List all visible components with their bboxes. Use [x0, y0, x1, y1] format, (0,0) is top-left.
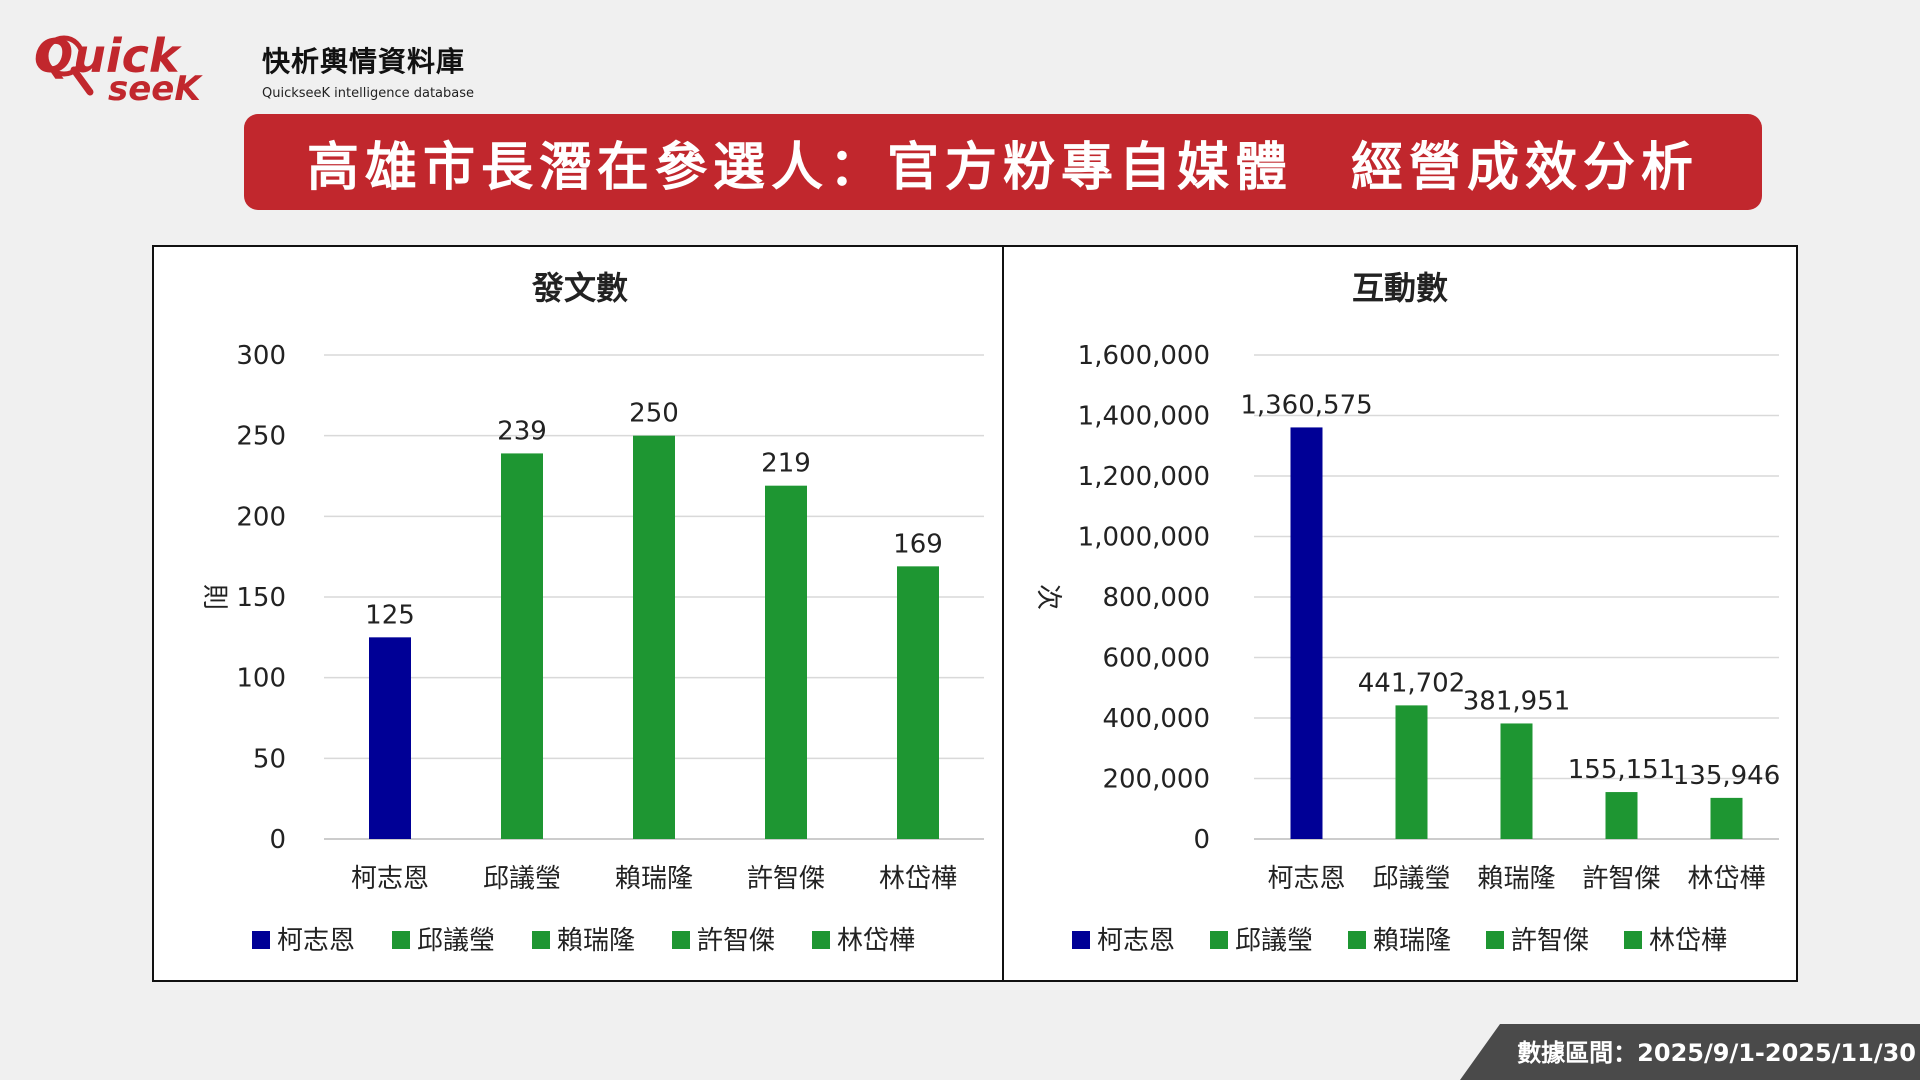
- y-tick-label: 50: [253, 744, 286, 774]
- legend-swatch: [672, 931, 690, 949]
- legend-label: 林岱樺: [837, 926, 915, 956]
- y-tick-label: 600,000: [1102, 644, 1210, 674]
- y-tick-label: 250: [236, 422, 286, 452]
- legend-label: 林岱樺: [1649, 926, 1727, 956]
- x-tick-label: 許智傑: [1582, 864, 1660, 894]
- y-tick-label: 200,000: [1102, 765, 1210, 795]
- data-label: 135,946: [1673, 761, 1781, 791]
- bar: [1605, 792, 1638, 839]
- x-tick-label: 許智傑: [747, 864, 825, 894]
- x-tick-label: 邱議瑩: [1372, 864, 1450, 894]
- chart-title: 互動數: [1352, 269, 1448, 307]
- legend-swatch: [1210, 931, 1228, 949]
- legend-label: 柯志恩: [1097, 926, 1175, 956]
- legend-swatch: [1624, 931, 1642, 949]
- brand-subtitle: QuickseeK intelligence database: [262, 86, 475, 101]
- data-label: 155,151: [1568, 755, 1676, 785]
- legend-label: 邱議瑩: [1235, 926, 1313, 956]
- legend-swatch: [1486, 931, 1504, 949]
- y-tick-label: 400,000: [1102, 704, 1210, 734]
- page-title: 高雄市長潛在參選人：官方粉專自媒體 經營成效分析: [306, 137, 1699, 198]
- date-range-label: 數據區間：2025/9/1-2025/11/30: [1517, 1039, 1916, 1067]
- x-tick-label: 邱議瑩: [483, 864, 561, 894]
- bar: [1500, 723, 1533, 839]
- logo-word-seek: seeK: [108, 69, 203, 104]
- bar: [1290, 427, 1323, 839]
- x-tick-label: 柯志恩: [1267, 864, 1345, 894]
- data-label: 441,702: [1358, 668, 1466, 698]
- x-tick-label: 賴瑞隆: [1477, 864, 1555, 894]
- legend-swatch: [1348, 931, 1366, 949]
- x-tick-label: 林岱樺: [879, 864, 957, 894]
- y-tick-label: 150: [236, 583, 286, 613]
- bar: [369, 637, 411, 839]
- data-label: 125: [365, 600, 415, 630]
- brand-logo: Quick seeK 快析輿情資料庫 QuickseeK intelligenc…: [30, 24, 474, 104]
- x-tick-label: 柯志恩: [351, 864, 429, 894]
- chart-panel-interactions: 互動數 0 200,000 400,000 600,000 800,000 1,000,00…: [1002, 245, 1798, 982]
- data-label: 169: [893, 529, 943, 559]
- data-label: 219: [761, 449, 811, 479]
- legend-label: 邱議瑩: [417, 926, 495, 956]
- y-tick-label: 200: [236, 502, 286, 532]
- data-label: 239: [497, 416, 547, 446]
- bar: [1395, 705, 1428, 839]
- legend-swatch: [392, 931, 410, 949]
- posts-bar-chart: 發文數 0 50 100 150 200 250 300 則 125 柯志恩 239 邱議瑩 250 賴瑞隆…: [199, 269, 984, 956]
- legend-label: 柯志恩: [277, 926, 355, 956]
- legend-swatch: [532, 931, 550, 949]
- y-tick-label: 300: [236, 341, 286, 371]
- magnifier-icon: [43, 35, 85, 77]
- y-tick-label: 1,000,000: [1078, 523, 1210, 553]
- legend-swatch: [1072, 931, 1090, 949]
- bar: [897, 566, 939, 839]
- y-tick-label: 1,600,000: [1078, 341, 1210, 371]
- legend-label: 賴瑞隆: [1373, 926, 1451, 956]
- y-tick-label: 100: [236, 664, 286, 694]
- legend-label: 許智傑: [1511, 926, 1589, 956]
- y-axis-label: 次: [1033, 584, 1063, 610]
- data-label: 1,360,575: [1240, 390, 1372, 420]
- bar: [633, 435, 675, 839]
- title-banner: 高雄市長潛在參選人：官方粉專自媒體 經營成效分析: [244, 114, 1762, 210]
- footer-date-bar: 數據區間：2025/9/1-2025/11/30: [1460, 1024, 1920, 1080]
- y-tick-label: 0: [269, 825, 286, 855]
- y-tick-label: 0: [1193, 825, 1210, 855]
- bar: [501, 453, 543, 839]
- quickseek-logo-mark: Quick seeK: [34, 29, 203, 104]
- legend-label: 賴瑞隆: [557, 926, 635, 956]
- brand-name: 快析輿情資料庫: [262, 45, 466, 78]
- legend-swatch: [812, 931, 830, 949]
- bar: [765, 485, 807, 839]
- data-label: 250: [629, 399, 679, 429]
- y-tick-label: 800,000: [1102, 583, 1210, 613]
- chart-title: 發文數: [531, 269, 628, 307]
- y-tick-label: 1,400,000: [1078, 402, 1210, 432]
- y-tick-label: 1,200,000: [1078, 462, 1210, 492]
- chart-panel-posts: 發文數 0 50 100 150 200 250 300 則 125 柯志恩 239 邱議瑩 250 賴瑞隆…: [152, 245, 1004, 982]
- data-label: 381,951: [1463, 686, 1571, 716]
- legend-swatch: [252, 931, 270, 949]
- y-axis-label: 則: [199, 584, 229, 610]
- legend-label: 許智傑: [697, 926, 775, 956]
- x-tick-label: 賴瑞隆: [615, 864, 693, 894]
- bar: [1710, 797, 1743, 839]
- x-tick-label: 林岱樺: [1687, 864, 1765, 894]
- interactions-bar-chart: 互動數 0 200,000 400,000 600,000 800,000 1,000,00…: [1033, 269, 1781, 956]
